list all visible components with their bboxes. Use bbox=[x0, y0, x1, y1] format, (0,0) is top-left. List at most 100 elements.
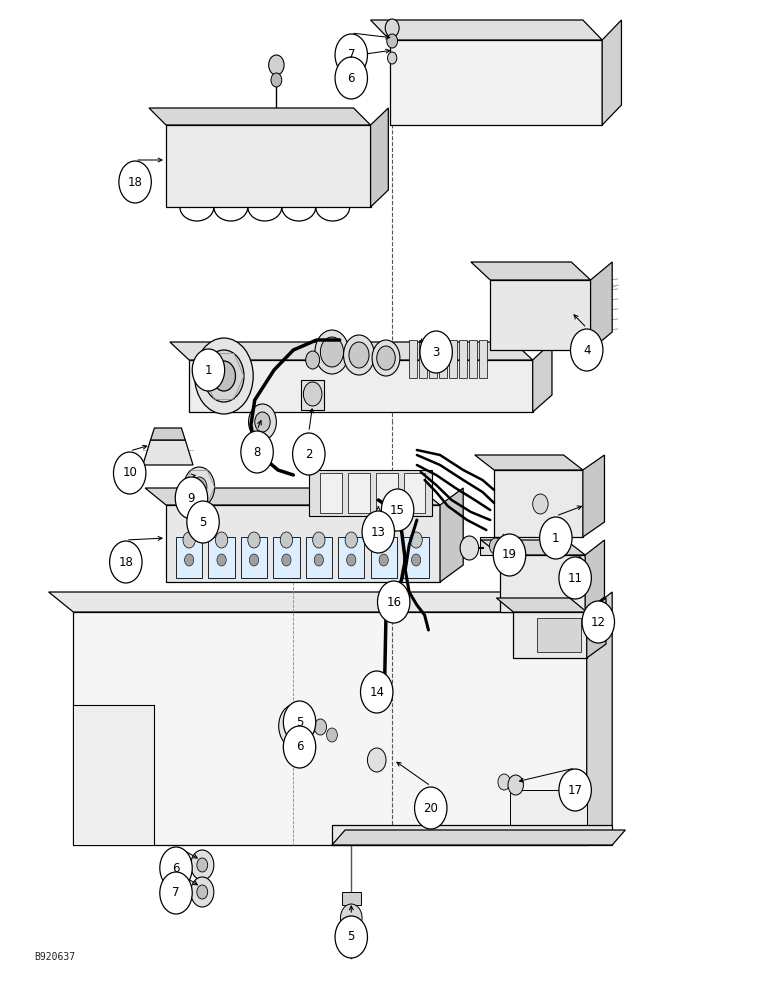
Polygon shape bbox=[73, 612, 587, 845]
Circle shape bbox=[119, 161, 151, 203]
Text: 6: 6 bbox=[296, 740, 303, 754]
Circle shape bbox=[335, 34, 367, 76]
Circle shape bbox=[342, 923, 361, 947]
Text: 5: 5 bbox=[199, 516, 207, 528]
Circle shape bbox=[362, 511, 394, 553]
Text: 9: 9 bbox=[188, 491, 195, 504]
Polygon shape bbox=[459, 340, 467, 378]
Polygon shape bbox=[440, 488, 463, 582]
Polygon shape bbox=[73, 705, 154, 845]
Circle shape bbox=[571, 329, 603, 371]
Circle shape bbox=[582, 601, 615, 643]
Polygon shape bbox=[176, 537, 202, 578]
Text: 1: 1 bbox=[205, 363, 212, 376]
Text: 3: 3 bbox=[432, 346, 440, 359]
Circle shape bbox=[420, 331, 452, 373]
Circle shape bbox=[110, 541, 142, 583]
Circle shape bbox=[361, 671, 393, 713]
Circle shape bbox=[255, 412, 270, 432]
Circle shape bbox=[385, 19, 399, 37]
Circle shape bbox=[493, 534, 526, 576]
Polygon shape bbox=[500, 555, 585, 612]
Circle shape bbox=[288, 716, 303, 736]
Circle shape bbox=[293, 433, 325, 475]
Polygon shape bbox=[332, 830, 625, 845]
Text: 17: 17 bbox=[567, 784, 583, 796]
Text: 2: 2 bbox=[305, 448, 313, 460]
Circle shape bbox=[387, 34, 398, 48]
Text: 20: 20 bbox=[423, 802, 438, 814]
Circle shape bbox=[187, 501, 219, 543]
Circle shape bbox=[498, 774, 510, 790]
Circle shape bbox=[283, 726, 316, 768]
Circle shape bbox=[533, 494, 548, 514]
Circle shape bbox=[215, 532, 228, 548]
Circle shape bbox=[249, 404, 276, 440]
Circle shape bbox=[197, 858, 208, 872]
Text: 5: 5 bbox=[347, 930, 355, 944]
Circle shape bbox=[377, 346, 395, 370]
Circle shape bbox=[344, 335, 374, 375]
Text: 6: 6 bbox=[172, 861, 180, 874]
Circle shape bbox=[191, 877, 214, 907]
Circle shape bbox=[378, 532, 390, 548]
Circle shape bbox=[379, 554, 388, 566]
Polygon shape bbox=[479, 340, 487, 378]
Polygon shape bbox=[429, 340, 437, 378]
Circle shape bbox=[282, 554, 291, 566]
Circle shape bbox=[367, 748, 386, 772]
Circle shape bbox=[191, 850, 214, 880]
Circle shape bbox=[314, 719, 327, 735]
Text: 1: 1 bbox=[552, 532, 560, 544]
Polygon shape bbox=[348, 473, 370, 513]
Polygon shape bbox=[496, 598, 587, 612]
Circle shape bbox=[335, 916, 367, 958]
Polygon shape bbox=[513, 612, 587, 658]
Circle shape bbox=[183, 532, 195, 548]
Circle shape bbox=[113, 452, 146, 494]
Polygon shape bbox=[390, 40, 602, 125]
Polygon shape bbox=[371, 20, 602, 40]
Polygon shape bbox=[583, 455, 604, 537]
Circle shape bbox=[303, 382, 322, 406]
Circle shape bbox=[320, 337, 344, 367]
Circle shape bbox=[315, 330, 349, 374]
Text: 8: 8 bbox=[253, 446, 261, 458]
Text: 10: 10 bbox=[122, 466, 137, 480]
Polygon shape bbox=[490, 280, 591, 350]
Circle shape bbox=[217, 554, 226, 566]
Polygon shape bbox=[149, 108, 371, 125]
Polygon shape bbox=[404, 473, 425, 513]
Circle shape bbox=[192, 349, 225, 391]
Polygon shape bbox=[342, 892, 361, 905]
Polygon shape bbox=[338, 537, 364, 578]
Circle shape bbox=[540, 517, 572, 559]
Circle shape bbox=[460, 536, 479, 560]
Polygon shape bbox=[602, 20, 621, 125]
Text: 16: 16 bbox=[386, 595, 401, 608]
Circle shape bbox=[327, 728, 337, 742]
Circle shape bbox=[185, 554, 194, 566]
Circle shape bbox=[345, 532, 357, 548]
Polygon shape bbox=[208, 537, 235, 578]
Polygon shape bbox=[587, 592, 612, 845]
Polygon shape bbox=[332, 825, 612, 845]
Circle shape bbox=[313, 532, 325, 548]
Polygon shape bbox=[151, 428, 185, 440]
Polygon shape bbox=[494, 470, 583, 537]
Polygon shape bbox=[469, 340, 477, 378]
Text: 14: 14 bbox=[369, 686, 384, 698]
Circle shape bbox=[489, 538, 502, 554]
Polygon shape bbox=[481, 540, 585, 555]
Text: B920637: B920637 bbox=[35, 952, 76, 962]
Circle shape bbox=[205, 512, 215, 524]
Polygon shape bbox=[537, 618, 581, 652]
Polygon shape bbox=[371, 108, 388, 207]
Circle shape bbox=[559, 557, 591, 599]
Polygon shape bbox=[591, 262, 612, 350]
Polygon shape bbox=[439, 340, 447, 378]
Circle shape bbox=[248, 532, 260, 548]
Circle shape bbox=[249, 554, 259, 566]
Circle shape bbox=[280, 532, 293, 548]
Polygon shape bbox=[480, 537, 511, 555]
